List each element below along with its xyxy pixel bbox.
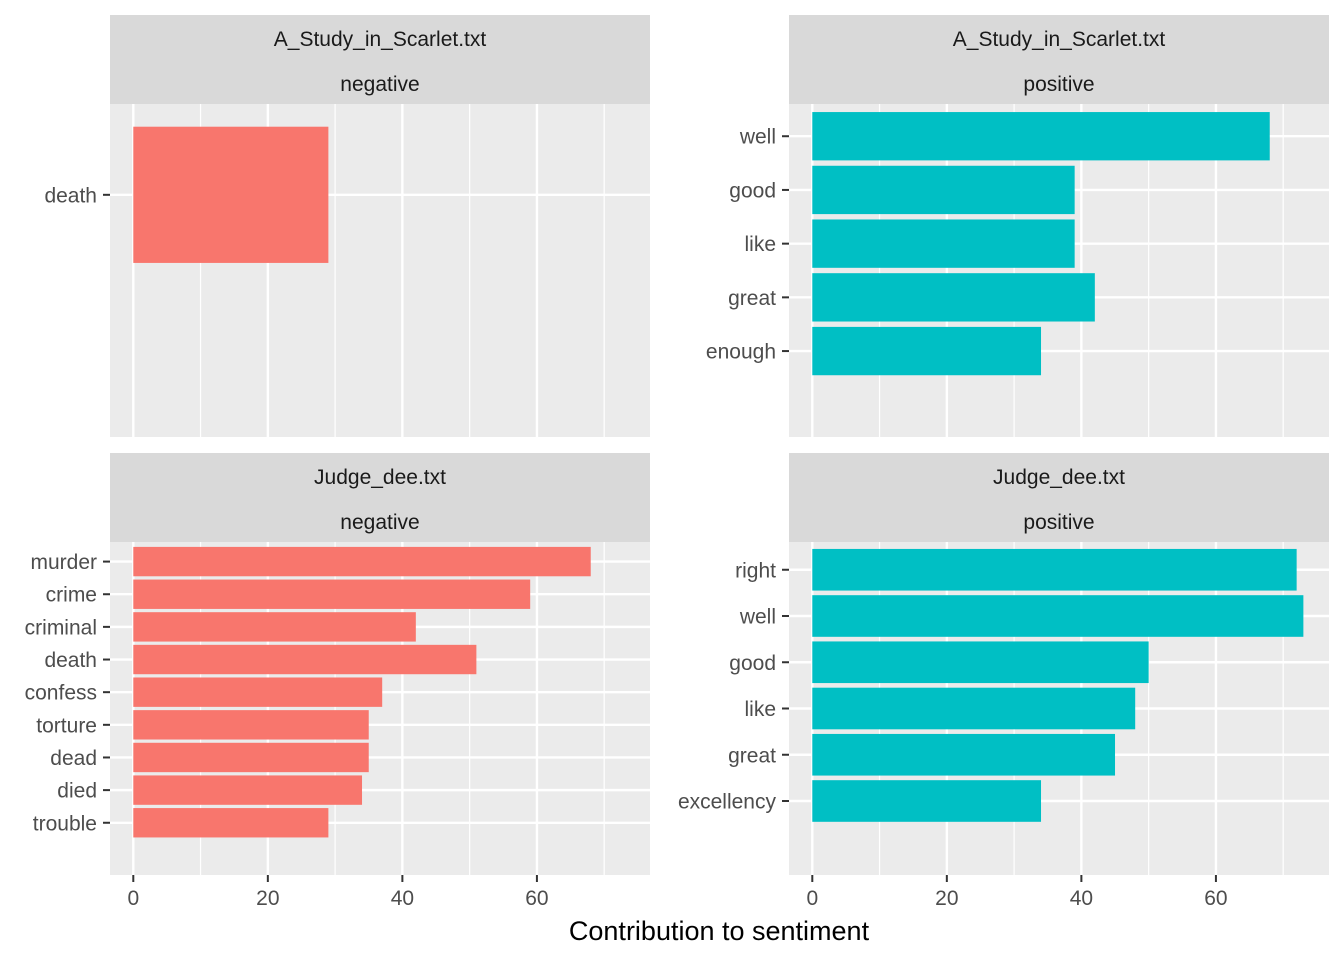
facet-strip <box>110 453 650 542</box>
category-label-great: great <box>728 744 776 767</box>
facet-strip-file-label: A_Study_in_Scarlet.txt <box>274 28 487 51</box>
category-label-excellency: excellency <box>678 791 777 814</box>
x-tick-label: 0 <box>127 887 139 910</box>
bar-crime <box>133 579 531 609</box>
bar-death <box>133 644 477 675</box>
category-label-crime: crime <box>46 584 97 607</box>
facet-strip-sentiment-label: positive <box>1023 511 1094 534</box>
bar-died <box>133 775 363 805</box>
category-label-died: died <box>57 780 97 803</box>
x-tick-label: 40 <box>1070 887 1093 910</box>
bar-like <box>812 687 1136 730</box>
bar-good <box>812 165 1075 215</box>
bar-like <box>812 219 1075 268</box>
facet-panel-1: A_Study_in_Scarlet.txt negative death <box>44 15 650 437</box>
category-label-trouble: trouble <box>33 812 97 835</box>
bar-murder <box>133 546 591 577</box>
facet-strip-file-label: Judge_dee.txt <box>993 466 1125 489</box>
bar-torture <box>133 710 369 740</box>
x-tick-label: 60 <box>1204 887 1227 910</box>
bar-criminal <box>133 612 416 642</box>
x-tick-label: 20 <box>935 887 958 910</box>
facet-strip-sentiment-label: positive <box>1023 73 1094 96</box>
facet-strip <box>789 15 1329 104</box>
bar-good <box>812 641 1149 684</box>
bar-confess <box>133 677 383 707</box>
category-label-well: well <box>739 126 776 149</box>
category-label-confess: confess <box>25 682 97 705</box>
category-label-dead: dead <box>50 747 97 770</box>
category-label-death: death <box>44 184 97 207</box>
bar-trouble <box>133 808 329 838</box>
bar-well <box>812 595 1304 637</box>
facet-panel-2: A_Study_in_Scarlet.txt positive well good li… <box>706 15 1329 437</box>
facet-strip-sentiment-label: negative <box>340 73 419 96</box>
facet-panel-4: Judge_dee.txt positive right well good like gr… <box>678 453 1329 910</box>
category-label-like: like <box>744 233 776 256</box>
bar-great <box>812 733 1116 776</box>
category-label-enough: enough <box>706 341 776 364</box>
category-label-great: great <box>728 287 776 310</box>
category-label-criminal: criminal <box>25 616 97 639</box>
bar-dead <box>133 742 369 773</box>
x-tick-label: 0 <box>806 887 818 910</box>
facet-panel-3: Judge_dee.txt negative murder crime criminal… <box>25 453 650 910</box>
x-tick-label: 40 <box>391 887 414 910</box>
bar-right <box>812 548 1297 591</box>
bar-great <box>812 273 1095 322</box>
bar-well <box>812 112 1270 161</box>
facet-strip-file-label: Judge_dee.txt <box>314 466 446 489</box>
category-label-like: like <box>744 698 776 721</box>
facet-strip <box>789 453 1329 542</box>
facet-strip-file-label: A_Study_in_Scarlet.txt <box>953 28 1166 51</box>
category-label-good: good <box>729 652 776 675</box>
bar-enough <box>812 326 1042 376</box>
category-label-well: well <box>739 606 776 629</box>
facet-strip <box>110 15 650 104</box>
x-tick-label: 20 <box>256 887 279 910</box>
category-label-death: death <box>44 649 97 672</box>
category-label-good: good <box>729 179 776 202</box>
category-label-right: right <box>735 559 776 582</box>
x-axis-title: Contribution to sentiment <box>569 916 870 946</box>
x-tick-label: 60 <box>525 887 548 910</box>
category-label-torture: torture <box>36 714 97 737</box>
bar-excellency <box>812 780 1042 822</box>
facet-strip-sentiment-label: negative <box>340 511 419 534</box>
bar-death <box>133 126 329 263</box>
category-label-murder: murder <box>30 551 97 574</box>
